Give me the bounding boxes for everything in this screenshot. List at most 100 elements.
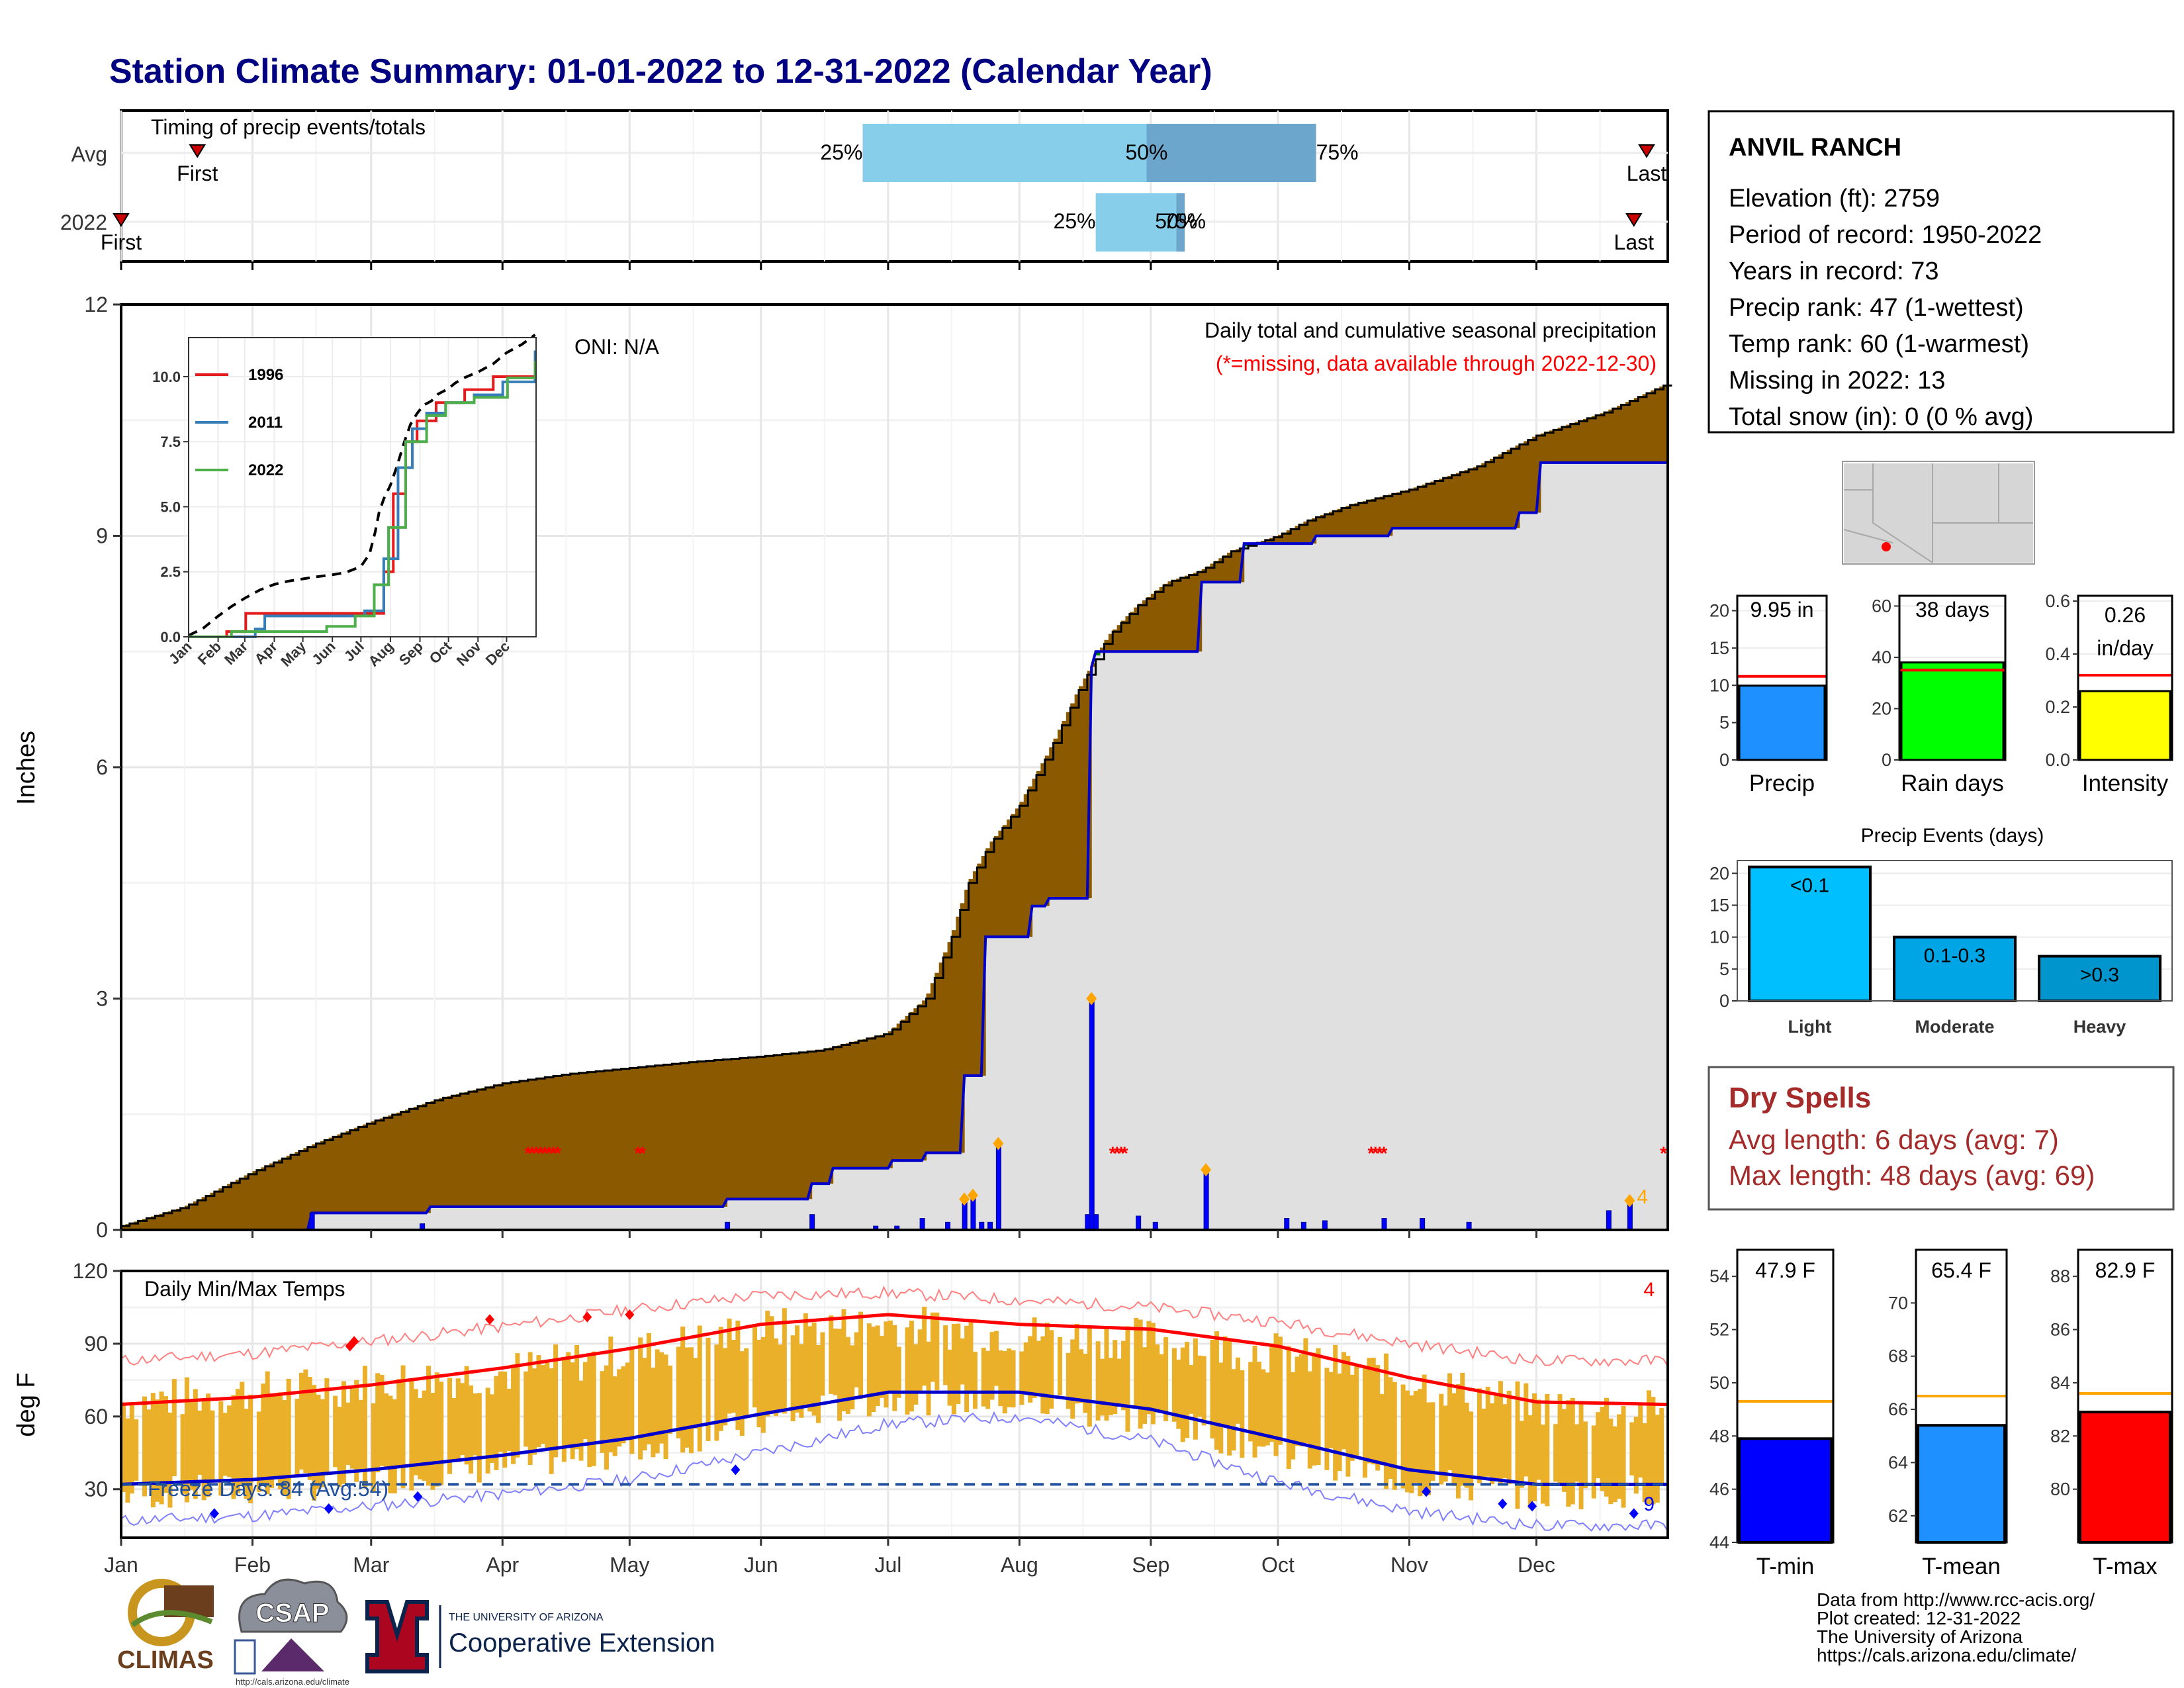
daily-temp-bar xyxy=(1087,1325,1092,1427)
daily-temp-bar xyxy=(506,1388,512,1451)
daily-temp-bar xyxy=(536,1355,541,1447)
missing-data-marker: * xyxy=(1118,1143,1125,1164)
daily-temp-bar xyxy=(261,1383,266,1484)
daily-temp-bar xyxy=(578,1380,584,1461)
daily-temp-bar xyxy=(193,1389,198,1499)
daily-temp-bar xyxy=(1460,1372,1465,1486)
daily-temp-bar xyxy=(1367,1358,1372,1464)
inset-series-2022 xyxy=(189,361,537,638)
daily-temp-bar xyxy=(1312,1352,1317,1466)
daily-temp-bar xyxy=(1189,1364,1194,1414)
daily-temp-bar xyxy=(993,1331,999,1386)
dry-spells-avg: Avg length: 6 days (avg: 7) xyxy=(1729,1124,2059,1155)
daily-temp-bar xyxy=(850,1345,855,1410)
daily-temp-bar xyxy=(968,1322,974,1393)
daily-temp-bar xyxy=(1566,1400,1571,1507)
daily-temp-bar xyxy=(1155,1344,1160,1413)
daily-temp-bar xyxy=(1655,1415,1660,1503)
missing-data-marker: * xyxy=(1113,1143,1120,1164)
daily-temp-bar xyxy=(574,1345,580,1450)
daily-temp-bar xyxy=(295,1399,300,1477)
summary-bar-rain-days xyxy=(1900,661,2005,761)
daily-temp-bar xyxy=(972,1352,978,1409)
daily-temp-bar xyxy=(1256,1362,1261,1447)
events-bar-moderate xyxy=(1893,935,2017,1002)
daily-temp-bar xyxy=(490,1394,495,1464)
daily-temp-bar xyxy=(1477,1388,1482,1483)
daily-temp-bar xyxy=(693,1358,698,1429)
daily-temp-bar xyxy=(1044,1323,1050,1415)
daily-temp-bar xyxy=(566,1352,571,1448)
tbar-value-label: 65.4 F xyxy=(1931,1258,1991,1282)
missing-data-marker: * xyxy=(545,1143,553,1164)
daily-temp-bar xyxy=(1227,1340,1232,1456)
missing-data-marker: * xyxy=(639,1143,646,1164)
daily-temp-bar xyxy=(1265,1372,1270,1446)
daily-temp-bar xyxy=(222,1413,228,1476)
daily-temp-bar xyxy=(1612,1426,1617,1503)
daily-temp-bar xyxy=(286,1378,291,1499)
daily-temp-bar xyxy=(125,1418,130,1503)
daily-temp-bar xyxy=(460,1383,465,1456)
cumulative-2022-fill xyxy=(121,462,1668,1231)
record-low-marker xyxy=(324,1503,334,1515)
tbar-y-tick-label: 52 xyxy=(1709,1320,1729,1340)
daily-temp-bar xyxy=(1515,1381,1520,1509)
daily-temp-bar xyxy=(379,1375,385,1466)
daily-temp-bar xyxy=(591,1351,596,1466)
q50-label: 50% xyxy=(1125,140,1167,164)
daily-temp-bar xyxy=(1040,1336,1046,1414)
events-category-label: Heavy xyxy=(2073,1017,2126,1037)
daily-temp-bar xyxy=(1138,1319,1143,1429)
tbar-y-tick-label: 86 xyxy=(2050,1320,2070,1340)
daily-temp-bar xyxy=(430,1393,435,1490)
daily-temp-bar xyxy=(1125,1326,1130,1432)
missing-data-marker: * xyxy=(1372,1143,1379,1164)
events-y-tick-label: 20 xyxy=(1709,863,1729,883)
summary-value-label: 0.26 xyxy=(2105,603,2146,627)
daily-precip-bar xyxy=(1284,1218,1290,1231)
temp-y-tick-label: 30 xyxy=(84,1477,108,1501)
missing-data-marker: * xyxy=(1381,1143,1388,1164)
oni-label: ONI: N/A xyxy=(574,335,660,359)
record-low-marker xyxy=(1527,1501,1537,1512)
daily-temp-bar xyxy=(756,1339,762,1428)
daily-temp-bar xyxy=(833,1329,838,1395)
dry-spells-box: Dry Spells Avg length: 6 days (avg: 7) M… xyxy=(1707,1066,2175,1211)
daily-temp-bar xyxy=(1328,1372,1334,1448)
daily-temp-bar xyxy=(273,1393,279,1476)
events-y-tick-label: 5 xyxy=(1719,959,1729,979)
tbar-category-label: T-mean xyxy=(1922,1554,2001,1579)
daily-temp-bar xyxy=(282,1400,287,1496)
daily-temp-bar xyxy=(185,1377,190,1503)
daily-temp-bar xyxy=(1443,1405,1448,1482)
daily-temp-bar xyxy=(1197,1355,1203,1417)
daily-temp-bar xyxy=(570,1362,575,1460)
first-label: First xyxy=(177,162,218,185)
record-low-marker xyxy=(731,1464,741,1476)
summary-y-tick-label: 0.4 xyxy=(2045,644,2070,664)
daily-temp-bar xyxy=(1582,1421,1588,1489)
q25-label: 25% xyxy=(820,140,862,164)
daily-temp-bar xyxy=(298,1372,304,1470)
daily-temp-bar xyxy=(447,1378,453,1474)
daily-temp-bar xyxy=(1273,1333,1279,1456)
daily-temp-bar xyxy=(485,1387,490,1474)
daily-temp-bar xyxy=(642,1358,647,1451)
daily-temp-bar xyxy=(1557,1394,1563,1483)
daily-temp-bar xyxy=(1104,1327,1109,1421)
daily-temp-bar xyxy=(1011,1350,1016,1408)
tbar-y-tick-label: 80 xyxy=(2050,1479,2070,1499)
dry-spells-title: Dry Spells xyxy=(1729,1082,1871,1114)
heavy-event-marker xyxy=(1624,1194,1635,1207)
precip-y-tick-label: 3 xyxy=(96,987,108,1011)
tbar-y-tick-label: 70 xyxy=(1888,1293,1908,1313)
quartile-box-lower xyxy=(1095,193,1177,252)
daily-temp-bar xyxy=(1363,1368,1368,1478)
daily-temp-bar xyxy=(1371,1358,1376,1465)
daily-precip-bar xyxy=(995,1143,1001,1231)
inset-y-tick-label: 2.5 xyxy=(160,564,181,581)
daily-temp-bar xyxy=(498,1371,503,1452)
missing-data-marker: * xyxy=(635,1143,642,1164)
daily-temp-bar xyxy=(515,1353,520,1458)
